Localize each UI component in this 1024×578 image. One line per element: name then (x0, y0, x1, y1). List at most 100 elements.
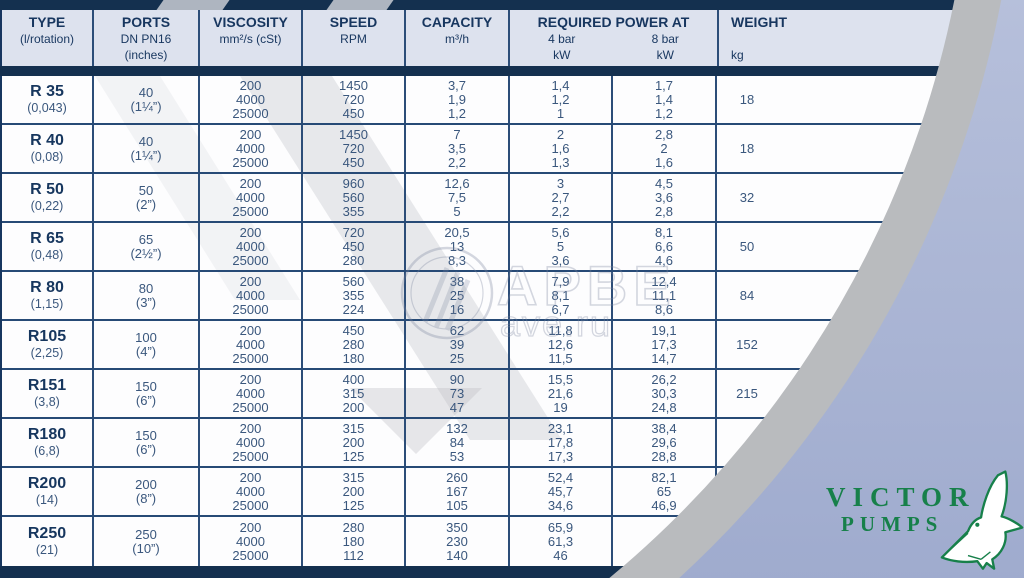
type-cell: R 35 (0,043) (27, 83, 67, 115)
header-power-title: REQUIRED POWER AT (537, 14, 690, 30)
speed-cell: 280 180 112 (301, 517, 404, 566)
speed-cell: 315 200 125 (301, 419, 404, 466)
table-row: R105 (2,25) 100 (4”) 200 4000 25000 450 280 180 62… (2, 321, 958, 370)
table-header-row: TYPE (l/rotation) PORTS DN PN16 (inches)… (0, 10, 958, 66)
power-8bar-cell: 4,5 3,6 2,8 (611, 174, 715, 221)
capacity-cell: 350 230 140 (404, 517, 508, 566)
power-4bar-cell: 65,9 61,3 46 (508, 517, 611, 566)
header-ports-sub1: DN PN16 (120, 32, 172, 46)
capacity-cell: 132 84 53 (404, 419, 508, 466)
power-8bar-cell: 1,7 1,4 1,2 (611, 76, 715, 123)
header-power-bars: 4 bar 8 bar (510, 31, 717, 47)
header-power-4bar: 4 bar (548, 32, 576, 46)
header-capacity-title: CAPACITY (421, 14, 493, 30)
viscosity-cell: 200 4000 25000 (198, 468, 301, 515)
weight-cell: 18 (715, 125, 958, 172)
viscosity-cell: 200 4000 25000 (198, 174, 301, 221)
header-ports-title: PORTS (121, 14, 171, 30)
viscosity-cell: 200 4000 25000 (198, 76, 301, 123)
weight-cell: 152 (715, 321, 958, 368)
capacity-cell: 20,5 13 8,3 (404, 223, 508, 270)
type-cell: R200 (14) (27, 475, 67, 507)
header-ports: PORTS DN PN16 (inches) (92, 10, 198, 66)
weight-cell (715, 419, 958, 466)
table-row: R200 (14) 200 (8”) 200 4000 25000 315 200 125 260 1… (2, 468, 958, 517)
table-row: R 50 (0,22) 50 (2”) 200 4000 25000 960 560 355 12,… (2, 174, 958, 223)
power-4bar-cell: 2 1,6 1,3 (508, 125, 611, 172)
power-4bar-cell: 23,1 17,8 17,3 (508, 419, 611, 466)
table-top-border (0, 0, 958, 10)
speed-cell: 450 280 180 (301, 321, 404, 368)
capacity-cell: 38 25 16 (404, 272, 508, 319)
speed-cell: 315 200 125 (301, 468, 404, 515)
power-8bar-cell (611, 517, 715, 566)
header-capacity-unit: m³/h (445, 32, 469, 46)
header-viscosity-title: VISCOSITY (213, 14, 288, 30)
viscosity-cell: 200 4000 25000 (198, 517, 301, 566)
speed-cell: 400 315 200 (301, 370, 404, 417)
table-row: R250 (21) 250 (10”) 200 4000 25000 280 180 112 350… (2, 517, 958, 566)
capacity-cell: 7 3,5 2,2 (404, 125, 508, 172)
header-required-power: REQUIRED POWER AT 4 bar 8 bar kW kW (508, 10, 717, 66)
header-weight-unit: kg (731, 48, 744, 62)
power-4bar-cell: 5,6 5 3,6 (508, 223, 611, 270)
ports-cell: 250 (10”) (92, 517, 198, 566)
ports-cell: 50 (2”) (92, 174, 198, 221)
speed-cell: 1450 720 450 (301, 76, 404, 123)
ports-cell: 150 (6”) (92, 419, 198, 466)
power-4bar-cell: 52,4 45,7 34,6 (508, 468, 611, 515)
header-type-sub: (l/rotation) (19, 32, 75, 46)
header-power-8bar-unit: kW (656, 48, 674, 62)
viscosity-cell: 200 4000 25000 (198, 321, 301, 368)
table-body: R 35 (0,043) 40 (1¼”) 200 4000 25000 1450 720 450… (0, 76, 958, 566)
weight-cell: 50 (715, 223, 958, 270)
table-row: R 80 (1,15) 80 (3”) 200 4000 25000 560 355 224 38 2… (2, 272, 958, 321)
power-8bar-cell: 26,2 30,3 24,8 (611, 370, 715, 417)
ports-cell: 150 (6”) (92, 370, 198, 417)
type-cell: R151 (3,8) (27, 377, 67, 409)
power-8bar-cell: 2,8 2 1,6 (611, 125, 715, 172)
type-cell: R 50 (0,22) (30, 181, 64, 213)
topbar-slash-decor (156, 0, 230, 10)
type-cell: R105 (2,25) (27, 328, 67, 360)
weight-cell: 18 (715, 76, 958, 123)
power-8bar-cell: 82,1 65 46,9 (611, 468, 715, 515)
topbar-slash-decor (326, 0, 394, 10)
ports-cell: 65 (2½”) (92, 223, 198, 270)
victor-pumps-logo: VICTOR PUMPS (826, 466, 1024, 578)
viscosity-cell: 200 4000 25000 (198, 223, 301, 270)
viscosity-cell: 200 4000 25000 (198, 419, 301, 466)
header-viscosity-unit: mm²/s (cSt) (219, 32, 282, 46)
table-row: R 40 (0,08) 40 (1¼”) 200 4000 25000 1450 720 450 7… (2, 125, 958, 174)
header-weight-title: WEIGHT (731, 14, 787, 30)
weight-cell: 32 (715, 174, 958, 221)
table-row: R180 (6,8) 150 (6”) 200 4000 25000 315 200 125 132… (2, 419, 958, 468)
table-row: R 35 (0,043) 40 (1¼”) 200 4000 25000 1450 720 450… (2, 76, 958, 125)
header-ports-sub2: (inches) (124, 48, 168, 62)
ports-cell: 40 (1¼”) (92, 125, 198, 172)
header-speed-unit: RPM (340, 32, 367, 46)
type-cell: R180 (6,8) (27, 426, 67, 458)
header-capacity: CAPACITY m³/h (404, 10, 508, 66)
speed-cell: 560 355 224 (301, 272, 404, 319)
type-cell: R 40 (0,08) (30, 132, 64, 164)
power-4bar-cell: 15,5 21,6 19 (508, 370, 611, 417)
viscosity-cell: 200 4000 25000 (198, 370, 301, 417)
type-cell: R250 (21) (27, 525, 67, 557)
type-cell: R 80 (1,15) (30, 279, 64, 311)
header-weight: WEIGHT kg (717, 10, 958, 66)
power-4bar-cell: 1,4 1,2 1 (508, 76, 611, 123)
ports-cell: 100 (4”) (92, 321, 198, 368)
header-power-units: kW kW (510, 47, 717, 64)
capacity-cell: 12,6 7,5 5 (404, 174, 508, 221)
capacity-cell: 90 73 47 (404, 370, 508, 417)
weight-cell: 84 (715, 272, 958, 319)
victor-pumps-bird-icon (940, 470, 1024, 570)
speed-cell: 960 560 355 (301, 174, 404, 221)
pump-spec-table: TYPE (l/rotation) PORTS DN PN16 (inches)… (0, 0, 958, 578)
power-4bar-cell: 11,8 12,6 11,5 (508, 321, 611, 368)
speed-cell: 1450 720 450 (301, 125, 404, 172)
power-4bar-cell: 7,9 8,1 6,7 (508, 272, 611, 319)
ports-cell: 40 (1¼”) (92, 76, 198, 123)
